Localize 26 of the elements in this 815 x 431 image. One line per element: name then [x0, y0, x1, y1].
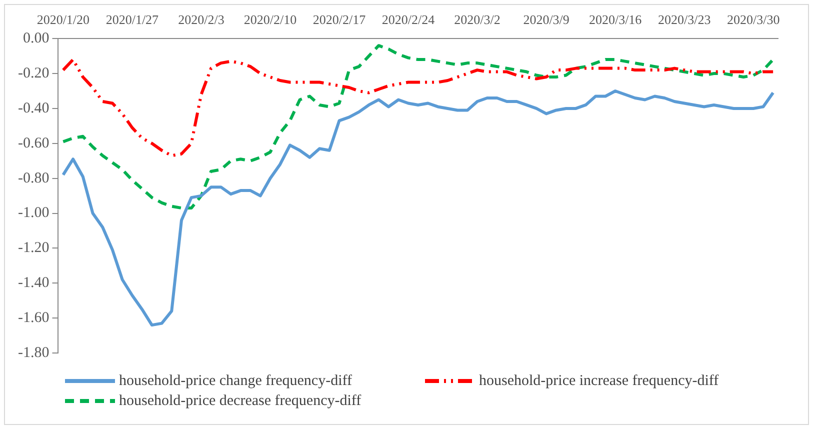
x-tick-label: 2020/1/20	[36, 12, 90, 28]
legend-label: household-price decrease frequency-diff	[119, 392, 362, 410]
x-tick-label: 2020/3/16	[588, 12, 642, 28]
line-series	[62, 58, 775, 158]
x-tick-label: 2020/3/23	[658, 12, 711, 28]
y-tick-label: 0.00	[22, 30, 50, 47]
y-tick-label: -0.20	[18, 65, 50, 82]
legend-label: household-price change frequency-diff	[119, 372, 352, 390]
y-tick-label: -1.20	[18, 240, 50, 256]
x-tick-label: 2020/2/10	[244, 12, 297, 28]
y-tick-label: -1.80	[18, 344, 50, 361]
x-tick-label: 2020/1/27	[106, 12, 160, 28]
y-tick-label: -1.00	[18, 205, 50, 222]
x-tick-label: 2020/2/17	[312, 12, 366, 28]
y-tick-label: -0.40	[18, 100, 50, 116]
y-tick-label: -1.40	[18, 275, 50, 292]
y-tick-label: -0.60	[18, 135, 50, 152]
y-tick-label: -0.80	[18, 170, 50, 186]
x-tick-label: 2020/3/9	[523, 12, 570, 28]
line-series	[62, 44, 775, 210]
x-tick-label: 2020/2/3	[178, 12, 224, 28]
x-tick-label: 2020/3/2	[454, 12, 500, 28]
x-tick-label: 2020/3/30	[726, 12, 780, 28]
y-tick-label: -1.60	[18, 310, 50, 326]
legend-label: household-price increase frequency-diff	[479, 372, 719, 390]
x-tick-label: 2020/2/24	[382, 12, 436, 28]
